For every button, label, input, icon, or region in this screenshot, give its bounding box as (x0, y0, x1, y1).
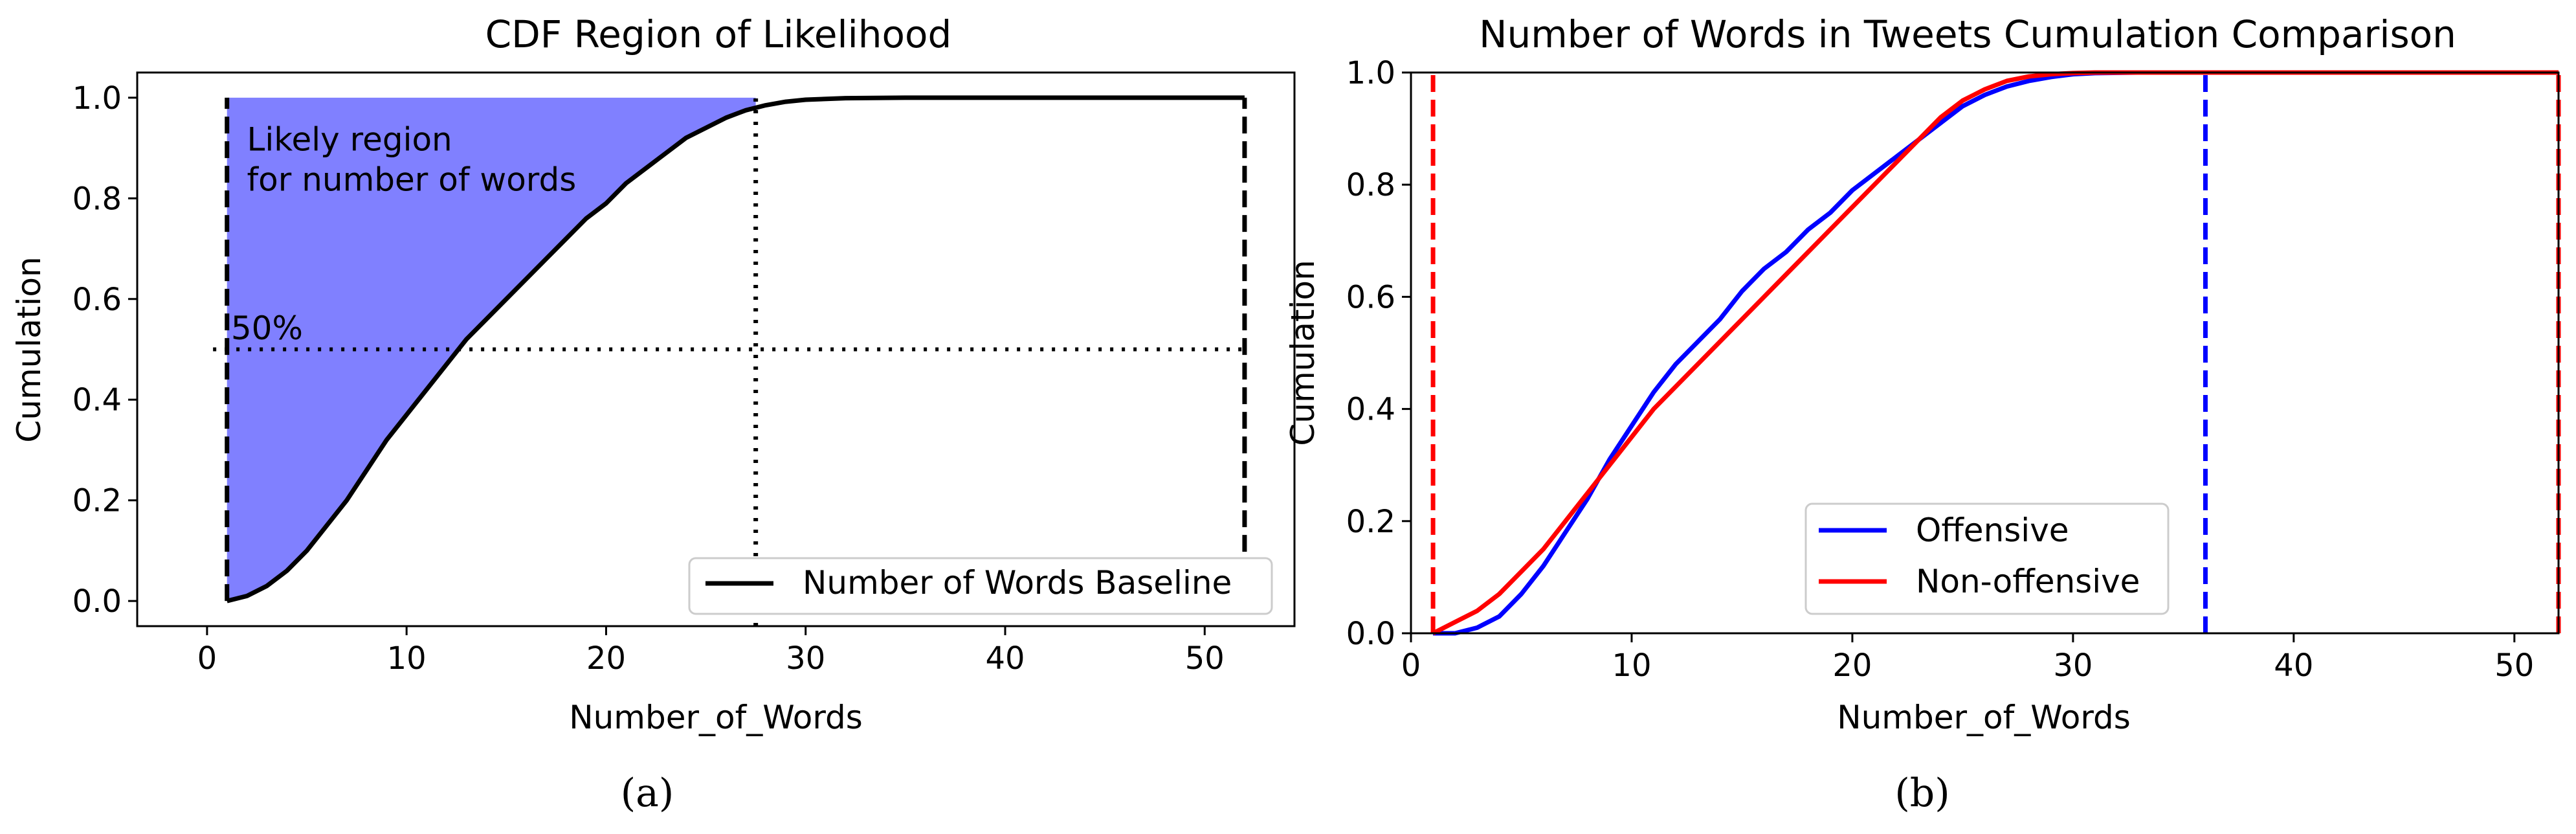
y-ticks: 0.0 0.2 0.4 0.6 0.8 1.0 (1346, 55, 1411, 652)
x-tick-label: 40 (985, 640, 1025, 677)
plot-frame (136, 71, 1296, 627)
y-tick-label: 0.8 (1346, 167, 1395, 203)
y-tick-label: 1.0 (72, 80, 122, 117)
x-tick-label: 50 (1185, 640, 1225, 677)
panel-b-title: Number of Words in Tweets Cumulation Com… (1479, 12, 2456, 56)
caption-a: (a) (621, 771, 674, 816)
panel-a-title: CDF Region of Likelihood (485, 12, 952, 56)
x-tick-label: 30 (786, 640, 825, 677)
legend-box (1804, 502, 2170, 615)
x-tick-label: 0 (197, 640, 217, 677)
likely-region-area (227, 97, 756, 602)
x-tick-label: 50 (2494, 648, 2534, 684)
series-lines (226, 95, 1245, 603)
legend-label-baseline: Number of Words Baseline (803, 564, 1232, 602)
y-tick-label: 0.0 (1346, 616, 1395, 652)
x-ticks: 0 10 20 30 40 50 (197, 626, 1225, 677)
panel-a: CDF Region of Likelihood Likely regionfo… (10, 12, 1296, 816)
series-line-number-of-words-baseline (226, 95, 1245, 603)
annotation-for-number-of-words: for number of words (247, 161, 577, 199)
panel-a-xlabel: Number_of_Words (569, 699, 863, 736)
x-tick-label: 20 (586, 640, 626, 677)
panel-b-xlabel: Number_of_Words (1837, 699, 2131, 736)
panel-b: Number of Words in Tweets Cumulation Com… (1284, 12, 2561, 816)
x-tick-label: 40 (2274, 648, 2313, 684)
series-line-non-offensive (1432, 70, 2559, 636)
plot-frame (1410, 71, 2560, 635)
likely-region-shading (227, 97, 756, 602)
y-tick-label: 1.0 (1346, 55, 1395, 91)
y-tick-label: 0.6 (1346, 279, 1395, 315)
y-tick-label: 0.0 (72, 583, 122, 620)
panel-a-ylabel: Cumulation (10, 256, 48, 442)
legend: Number of Words Baseline (688, 557, 1273, 615)
y-tick-label: 0.6 (72, 282, 122, 318)
legend-label-offensive: Offensive (1916, 512, 2069, 549)
x-tick-label: 10 (387, 640, 427, 677)
x-ticks: 0 10 20 30 40 50 (1401, 633, 2534, 684)
y-tick-label: 0.8 (72, 181, 122, 217)
y-tick-label: 0.4 (1346, 392, 1395, 428)
annotation-50: 50% (231, 310, 303, 347)
x-tick-label: 30 (2053, 648, 2093, 684)
annotation-likely-region: Likely region (247, 120, 452, 158)
caption-b: (b) (1894, 771, 1949, 816)
x-tick-label: 10 (1612, 648, 1651, 684)
legend-label-non-offensive: Non-offensive (1916, 563, 2140, 600)
reference-lines (213, 97, 1247, 626)
y-ticks: 0.0 0.2 0.4 0.6 0.8 1.0 (72, 80, 137, 620)
x-tick-label: 0 (1401, 648, 1421, 684)
y-tick-label: 0.2 (72, 483, 122, 519)
legend: Offensive Non-offensive (1804, 502, 2170, 615)
panel-b-ylabel: Cumulation (1284, 260, 1322, 445)
y-tick-label: 0.4 (72, 382, 122, 418)
legend-box (688, 557, 1273, 615)
y-tick-label: 0.2 (1346, 504, 1395, 540)
series-lines (1432, 70, 2559, 636)
x-tick-label: 20 (1832, 648, 1872, 684)
